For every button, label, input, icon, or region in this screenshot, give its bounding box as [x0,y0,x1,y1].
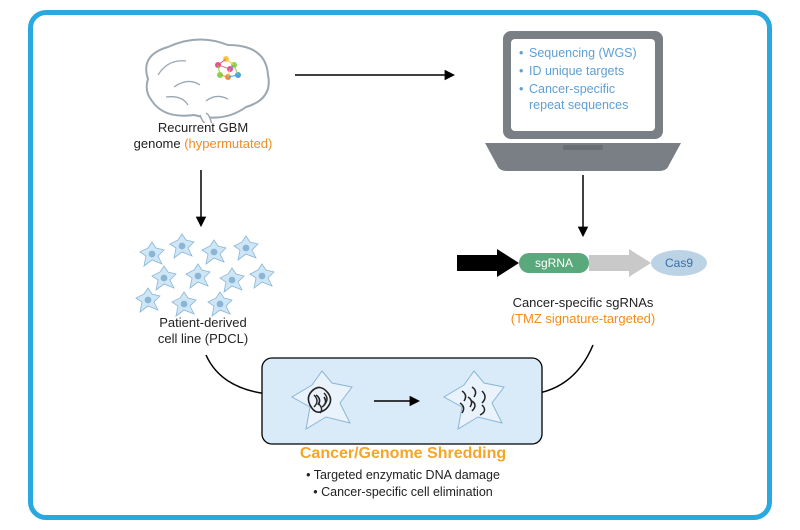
cells-caption: Patient-derived cell line (PDCL) [98,315,308,348]
svg-text:•: • [519,82,523,96]
laptop-bullet-3: repeat sequences [529,98,628,112]
brain-caption-line2b: (hypermutated) [184,136,272,151]
laptop-icon: • Sequencing (WGS) • ID unique targets •… [473,25,693,175]
laptop-bullet-0: Sequencing (WGS) [529,46,637,60]
construct-icon: sgRNA Cas9 [453,245,713,289]
brain-caption-line1: Recurrent GBM [158,120,248,135]
construct-caption-b: (TMZ signature-targeted) [511,311,656,326]
brain-caption-line2a: genome [134,136,185,151]
laptop-bullet-1: ID unique targets [529,64,624,78]
shred-bullet-1: • Cancer-specific cell elimination [238,484,568,501]
diagram-frame: Recurrent GBM genome (hypermutated) • Se… [28,10,772,520]
shred-caption: Cancer/Genome Shredding • Targeted enzym… [238,445,568,501]
cells-caption-1: Patient-derived [159,315,246,330]
laptop-node: • Sequencing (WGS) • ID unique targets •… [473,25,693,175]
sgRNA-label: sgRNA [535,256,573,270]
shred-icon [258,355,548,447]
shred-title: Cancer/Genome Shredding [238,445,568,463]
cells-node [119,230,289,320]
shred-node [258,355,548,447]
svg-text:•: • [519,46,523,60]
shred-bullet-0: • Targeted enzymatic DNA damage [238,467,568,484]
cells-caption-2: cell line (PDCL) [158,331,248,346]
brain-icon [128,35,278,123]
brain-caption: Recurrent GBM genome (hypermutated) [115,120,291,153]
svg-text:•: • [519,64,523,78]
construct-node: sgRNA Cas9 [453,245,713,289]
construct-caption: Cancer-specific sgRNAs (TMZ signature-ta… [453,295,713,328]
brain-node [123,35,283,123]
construct-caption-a: Cancer-specific sgRNAs [513,295,654,310]
cas9-label: Cas9 [665,256,693,270]
laptop-bullet-2: Cancer-specific [529,82,615,96]
cells-icon [124,230,284,320]
